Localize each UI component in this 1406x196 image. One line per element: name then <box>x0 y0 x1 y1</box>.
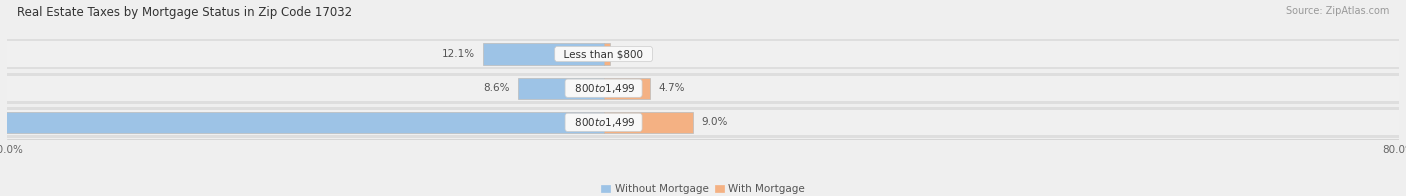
Bar <box>517 78 603 99</box>
Text: 0.65%: 0.65% <box>619 49 651 59</box>
Text: Real Estate Taxes by Mortgage Status in Zip Code 17032: Real Estate Taxes by Mortgage Status in … <box>17 6 352 19</box>
Bar <box>0 112 603 133</box>
Bar <box>7 73 1399 103</box>
Text: 9.0%: 9.0% <box>702 117 727 127</box>
Bar <box>603 44 610 65</box>
Text: 12.1%: 12.1% <box>443 49 475 59</box>
Text: 4.7%: 4.7% <box>658 83 685 93</box>
Bar <box>7 110 1399 135</box>
Bar <box>7 107 1399 138</box>
Text: $800 to $1,499: $800 to $1,499 <box>568 82 640 95</box>
Text: Source: ZipAtlas.com: Source: ZipAtlas.com <box>1285 6 1389 16</box>
Bar <box>7 76 1399 101</box>
Bar <box>7 39 1399 69</box>
Text: 8.6%: 8.6% <box>484 83 510 93</box>
Text: Less than $800: Less than $800 <box>557 49 650 59</box>
Bar <box>603 78 651 99</box>
Bar <box>603 112 693 133</box>
Bar <box>484 44 603 65</box>
Legend: Without Mortgage, With Mortgage: Without Mortgage, With Mortgage <box>600 184 806 194</box>
Bar <box>7 42 1399 67</box>
Text: $800 to $1,499: $800 to $1,499 <box>568 116 640 129</box>
